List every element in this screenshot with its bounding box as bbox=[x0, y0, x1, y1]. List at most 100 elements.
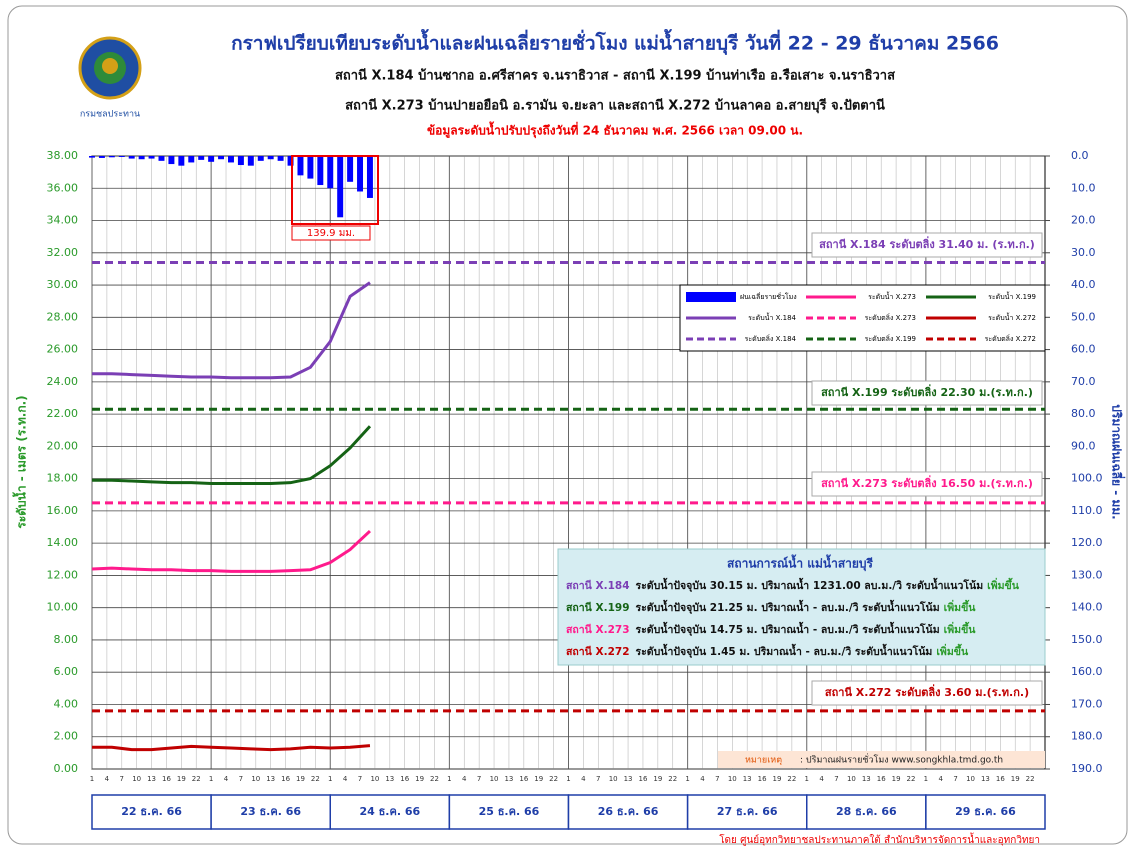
x-tick-label: 7 bbox=[953, 775, 957, 783]
day-box bbox=[210, 794, 331, 830]
y-tick-label: 28.00 bbox=[47, 310, 79, 323]
y-tick-label: 22.00 bbox=[47, 407, 79, 420]
y2-tick-label: 30.0 bbox=[1071, 246, 1096, 259]
legend-label: ระดับตลิ่ง X.272 bbox=[985, 334, 1036, 343]
rain-bar bbox=[267, 156, 274, 160]
rain-bar bbox=[188, 156, 195, 163]
y-tick-label: 10.00 bbox=[47, 601, 79, 614]
rain-bar bbox=[317, 156, 324, 186]
y2-tick-label: 80.0 bbox=[1071, 407, 1096, 420]
x-tick-label: 19 bbox=[773, 775, 782, 783]
x-tick-label: 19 bbox=[177, 775, 186, 783]
x-tick-label: 22 bbox=[787, 775, 796, 783]
x-tick-label: 1 bbox=[805, 775, 809, 783]
info-row: สถานี X.199 ระดับน้ำปัจจุบัน 21.25 ม. ปริ… bbox=[566, 599, 976, 615]
y-tick-label: 26.00 bbox=[47, 343, 79, 356]
x-tick-label: 19 bbox=[534, 775, 543, 783]
rain-total-box bbox=[291, 225, 371, 241]
y-tick-label: 16.00 bbox=[47, 504, 79, 517]
x-tick-label: 19 bbox=[1011, 775, 1020, 783]
subtitle: สถานี X.273 บ้านปายอยือนิ อ.รามัน จ.ยะลา… bbox=[345, 98, 885, 114]
info-text: ระดับน้ำปัจจุบัน 1.45 ม. ปริมาณน้ำ - ลบ.… bbox=[636, 643, 933, 659]
y-tick-label: 2.00 bbox=[54, 730, 79, 743]
note-label: หมายเหตุ bbox=[745, 756, 782, 766]
rain-bar bbox=[168, 156, 175, 165]
legend-label: ระดับตลิ่ง X.199 bbox=[865, 334, 916, 343]
y-tick-label: 24.00 bbox=[47, 375, 79, 388]
y-tick-label: 38.00 bbox=[47, 149, 79, 162]
threshold-box bbox=[811, 680, 1043, 706]
x-tick-label: 10 bbox=[370, 775, 379, 783]
y2-tick-label: 60.0 bbox=[1071, 343, 1096, 356]
rain-bar bbox=[327, 156, 334, 189]
rain-highlight bbox=[291, 155, 379, 225]
y-tick-label: 12.00 bbox=[47, 568, 79, 581]
day-label: 22 ธ.ค. 66 bbox=[121, 805, 182, 818]
y2-tick-label: 120.0 bbox=[1071, 536, 1103, 549]
x-tick-label: 10 bbox=[728, 775, 737, 783]
subtitle: สถานี X.184 บ้านซากอ อ.ศรีสาคร จ.นราธิวา… bbox=[335, 68, 895, 84]
legend-label: ระดับน้ำ X.273 bbox=[868, 290, 916, 301]
rain-bar bbox=[257, 156, 264, 161]
x-tick-label: 1 bbox=[90, 775, 94, 783]
day-box bbox=[925, 794, 1046, 830]
legend-label: ระดับน้ำ X.199 bbox=[988, 290, 1036, 301]
threshold-label: สถานี X.184 ระดับตลิ่ง 31.40 ม. (ร.ท.ก.) bbox=[819, 236, 1035, 251]
x-tick-label: 7 bbox=[239, 775, 243, 783]
y-tick-label: 14.00 bbox=[47, 536, 79, 549]
legend-label: ระดับตลิ่ง X.184 bbox=[745, 334, 797, 343]
rain-bar bbox=[297, 156, 304, 176]
y2-tick-label: 90.0 bbox=[1071, 439, 1096, 452]
threshold-label: สถานี X.199 ระดับตลิ่ง 22.30 ม.(ร.ท.ก.) bbox=[821, 384, 1033, 399]
legend-label: ระดับน้ำ X.184 bbox=[748, 311, 796, 322]
chart-title: กราฟเปรียบเทียบระดับน้ำและฝนเฉลี่ยรายชั่… bbox=[231, 29, 999, 56]
y2-tick-label: 100.0 bbox=[1071, 472, 1103, 485]
y-tick-label: 32.00 bbox=[47, 246, 79, 259]
y2-tick-label: 40.0 bbox=[1071, 278, 1096, 291]
y-axis-label: ระดับน้ำ - เมตร (ร.ท.ก.) bbox=[12, 395, 29, 528]
series-line bbox=[92, 281, 371, 380]
threshold-box bbox=[811, 232, 1043, 258]
info-text: ระดับน้ำปัจจุบัน 14.75 ม. ปริมาณน้ำ - ลบ… bbox=[636, 621, 940, 637]
rain-bar bbox=[198, 156, 205, 160]
x-tick-label: 1 bbox=[924, 775, 928, 783]
rain-bar bbox=[178, 156, 185, 166]
y2-tick-label: 50.0 bbox=[1071, 310, 1096, 323]
day-label: 23 ธ.ค. 66 bbox=[240, 805, 301, 818]
rain-bar bbox=[337, 156, 344, 218]
x-tick-label: 4 bbox=[581, 775, 586, 783]
x-tick-label: 16 bbox=[162, 775, 171, 783]
x-tick-label: 1 bbox=[328, 775, 332, 783]
logo-text: กรมชลประทาน bbox=[80, 110, 140, 120]
x-tick-label: 22 bbox=[192, 775, 201, 783]
x-tick-label: 22 bbox=[311, 775, 320, 783]
y-tick-label: 18.00 bbox=[47, 472, 79, 485]
x-tick-label: 10 bbox=[132, 775, 141, 783]
day-box bbox=[329, 794, 451, 830]
day-box bbox=[806, 794, 927, 830]
day-box bbox=[686, 794, 808, 830]
rain-bar bbox=[218, 156, 225, 160]
y2-tick-label: 150.0 bbox=[1071, 633, 1103, 646]
y2-tick-label: 0.0 bbox=[1071, 149, 1089, 162]
info-trend: เพิ่มขึ้น bbox=[944, 621, 977, 636]
series-line bbox=[92, 425, 372, 485]
info-station: สถานี X.273 bbox=[566, 623, 630, 636]
info-station: สถานี X.272 bbox=[566, 645, 630, 658]
rain-bar bbox=[228, 156, 234, 163]
x-tick-label: 4 bbox=[343, 775, 348, 783]
y2-tick-label: 180.0 bbox=[1071, 730, 1103, 743]
x-tick-label: 13 bbox=[862, 775, 871, 783]
y2-tick-label: 170.0 bbox=[1071, 697, 1103, 710]
x-tick-label: 22 bbox=[907, 775, 916, 783]
rain-bar bbox=[128, 156, 135, 159]
threshold-label: สถานี X.272 ระดับตลิ่ง 3.60 ม.(ร.ท.ก.) bbox=[825, 684, 1029, 699]
x-tick-label: 16 bbox=[758, 775, 767, 783]
rain-bar bbox=[366, 156, 373, 198]
info-station: สถานี X.199 bbox=[566, 601, 630, 614]
x-tick-label: 16 bbox=[519, 775, 528, 783]
day-label: 29 ธ.ค. 66 bbox=[955, 805, 1016, 818]
x-tick-label: 4 bbox=[700, 775, 705, 783]
y2-tick-label: 20.0 bbox=[1071, 214, 1096, 227]
